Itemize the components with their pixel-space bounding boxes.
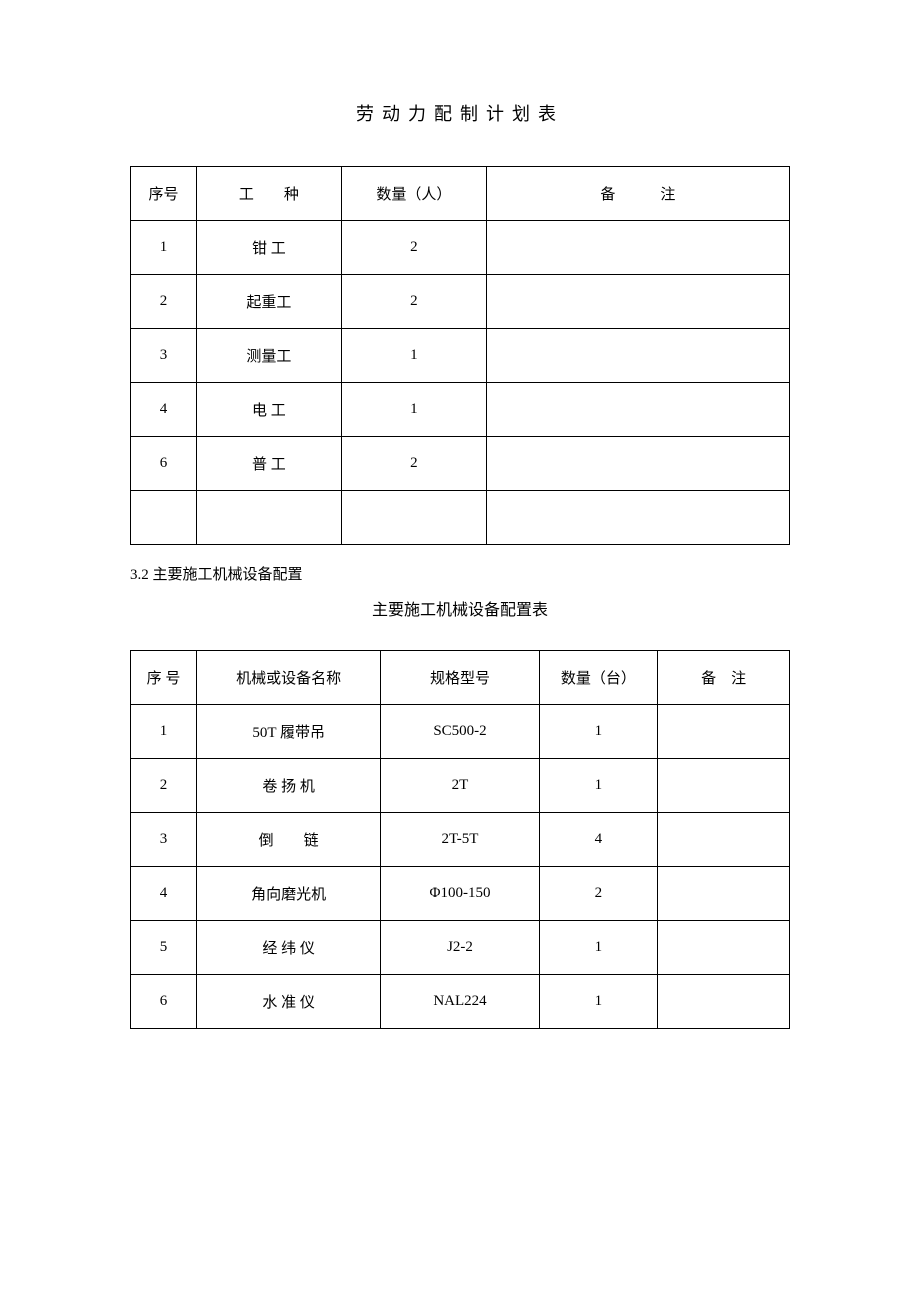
- cell-note: [658, 975, 790, 1029]
- cell-seq: 4: [131, 383, 197, 437]
- cell-name: 50T 履带吊: [196, 705, 381, 759]
- col-seq: 序号: [131, 167, 197, 221]
- cell-seq: 2: [131, 759, 197, 813]
- cell-qty: 1: [341, 329, 486, 383]
- cell-note: [486, 491, 789, 545]
- cell-spec: Φ100-150: [381, 867, 539, 921]
- table-header-row: 序 号 机械或设备名称 规格型号 数量（台） 备 注: [131, 651, 790, 705]
- table-row: 4电 工1: [131, 383, 790, 437]
- col-note: 备 注: [486, 167, 789, 221]
- table2-title: 主要施工机械设备配置表: [130, 596, 790, 620]
- cell-note: [486, 383, 789, 437]
- cell-seq: [131, 491, 197, 545]
- cell-seq: 6: [131, 437, 197, 491]
- col-name: 机械或设备名称: [196, 651, 381, 705]
- cell-note: [658, 759, 790, 813]
- cell-seq: 1: [131, 221, 197, 275]
- col-seq: 序 号: [131, 651, 197, 705]
- table-row: 6水 准 仪NAL2241: [131, 975, 790, 1029]
- table-header-row: 序号 工 种 数量（人） 备 注: [131, 167, 790, 221]
- col-type: 工 种: [196, 167, 341, 221]
- table-row: 6普 工2: [131, 437, 790, 491]
- cell-type: 钳 工: [196, 221, 341, 275]
- table-row: 3测量工1: [131, 329, 790, 383]
- cell-spec: 2T-5T: [381, 813, 539, 867]
- cell-name: 倒 链: [196, 813, 381, 867]
- cell-note: [658, 921, 790, 975]
- cell-seq: 1: [131, 705, 197, 759]
- table-row: 5经 纬 仪J2-21: [131, 921, 790, 975]
- cell-seq: 3: [131, 329, 197, 383]
- cell-qty: 1: [539, 921, 658, 975]
- cell-spec: J2-2: [381, 921, 539, 975]
- cell-spec: SC500-2: [381, 705, 539, 759]
- cell-qty: 1: [341, 383, 486, 437]
- cell-qty: 2: [341, 275, 486, 329]
- cell-note: [486, 329, 789, 383]
- cell-note: [486, 221, 789, 275]
- cell-qty: 2: [539, 867, 658, 921]
- cell-name: 经 纬 仪: [196, 921, 381, 975]
- table-row: [131, 491, 790, 545]
- cell-note: [486, 275, 789, 329]
- cell-name: 水 准 仪: [196, 975, 381, 1029]
- table-row: 1钳 工2: [131, 221, 790, 275]
- cell-seq: 2: [131, 275, 197, 329]
- cell-seq: 4: [131, 867, 197, 921]
- cell-note: [486, 437, 789, 491]
- table-row: 4角向磨光机Φ100-1502: [131, 867, 790, 921]
- cell-type: [196, 491, 341, 545]
- labor-table: 序号 工 种 数量（人） 备 注 1钳 工22起重工23测量工14电 工16普 …: [130, 166, 790, 545]
- cell-qty: [341, 491, 486, 545]
- cell-note: [658, 813, 790, 867]
- cell-qty: 1: [539, 759, 658, 813]
- cell-qty: 2: [341, 221, 486, 275]
- cell-qty: 1: [539, 975, 658, 1029]
- cell-type: 测量工: [196, 329, 341, 383]
- col-spec: 规格型号: [381, 651, 539, 705]
- table1-title: 劳动力配制计划表: [130, 100, 790, 126]
- col-qty: 数量（台）: [539, 651, 658, 705]
- cell-name: 角向磨光机: [196, 867, 381, 921]
- cell-seq: 3: [131, 813, 197, 867]
- cell-seq: 5: [131, 921, 197, 975]
- cell-type: 电 工: [196, 383, 341, 437]
- cell-type: 起重工: [196, 275, 341, 329]
- cell-qty: 4: [539, 813, 658, 867]
- cell-spec: 2T: [381, 759, 539, 813]
- cell-type: 普 工: [196, 437, 341, 491]
- cell-spec: NAL224: [381, 975, 539, 1029]
- equipment-table: 序 号 机械或设备名称 规格型号 数量（台） 备 注 150T 履带吊SC500…: [130, 650, 790, 1029]
- cell-note: [658, 705, 790, 759]
- table-row: 150T 履带吊SC500-21: [131, 705, 790, 759]
- cell-name: 卷 扬 机: [196, 759, 381, 813]
- table-row: 3倒 链2T-5T4: [131, 813, 790, 867]
- col-note: 备 注: [658, 651, 790, 705]
- cell-note: [658, 867, 790, 921]
- cell-seq: 6: [131, 975, 197, 1029]
- cell-qty: 1: [539, 705, 658, 759]
- col-qty: 数量（人）: [341, 167, 486, 221]
- table-row: 2卷 扬 机2T1: [131, 759, 790, 813]
- section-heading: 3.2 主要施工机械设备配置: [130, 563, 790, 584]
- table-row: 2起重工2: [131, 275, 790, 329]
- cell-qty: 2: [341, 437, 486, 491]
